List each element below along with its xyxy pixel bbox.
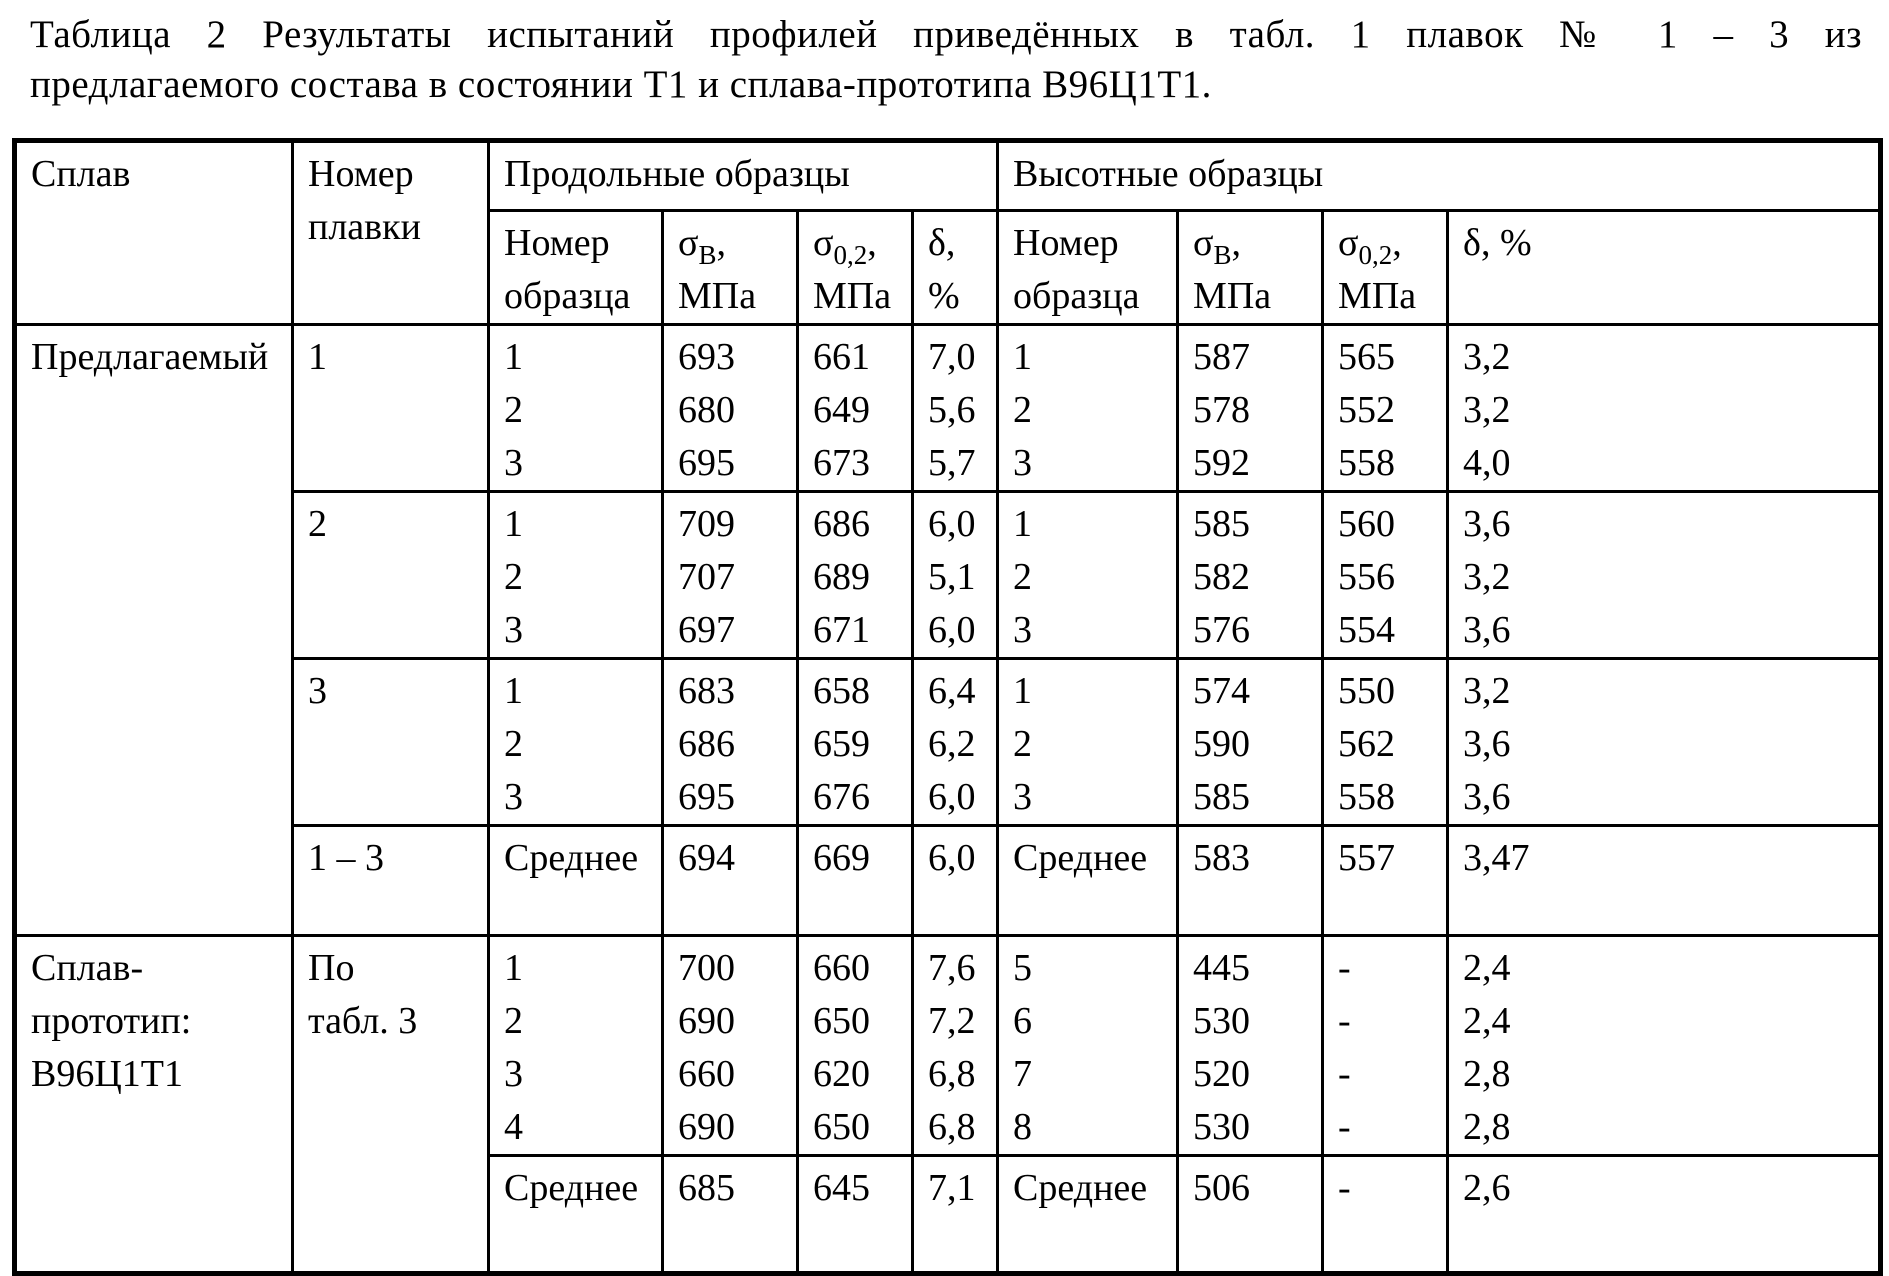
table-row-prototype: Сплав- прототип: В96Ц1Т1 По табл. 3 1 2 … bbox=[13, 934, 1883, 1275]
table-row-average-prototype: Среднее 685 645 7,1 Среднее 506 - 2,6 bbox=[15, 1154, 1883, 1275]
cell-height-average-label: Среднее bbox=[996, 1154, 1180, 1275]
cell-height-sigma-02: - bbox=[1321, 1154, 1450, 1275]
table-row-melt-2: 2 1 2 3 709 707 697 686 689 671 6,0 5,1 … bbox=[15, 490, 1883, 660]
cell-long-sigma-b: 709 707 697 bbox=[661, 490, 799, 660]
cell-height-samples: 1 2 3 bbox=[996, 657, 1180, 827]
cell-height-sigma-b: 583 bbox=[1176, 824, 1325, 937]
cell-height-sigma-b: 445 530 520 530 bbox=[1176, 934, 1325, 1157]
cell-long-average-label: Среднее bbox=[487, 1154, 664, 1275]
cell-height-sigma-b: 506 bbox=[1176, 1154, 1325, 1275]
cell-height-sigma-b: 585 582 576 bbox=[1176, 490, 1325, 660]
cell-height-delta: 2,6 bbox=[1446, 1154, 1883, 1275]
cell-long-delta: 7,1 bbox=[910, 1154, 1000, 1275]
cell-long-sigma-02: 645 bbox=[796, 1154, 914, 1275]
cell-long-sigma-02: 658 659 676 bbox=[796, 657, 914, 827]
cell-long-sigma-b: 683 686 695 bbox=[661, 657, 799, 827]
col-header-sigma-b-height: σВ, МПа bbox=[1176, 209, 1325, 326]
cell-long-samples: 1 2 3 bbox=[487, 657, 664, 827]
cell-long-delta: 6,0 bbox=[910, 824, 1000, 937]
cell-height-samples: 5 6 7 8 bbox=[996, 934, 1180, 1157]
col-header-melt-number: Номер плавки bbox=[291, 139, 490, 326]
cell-long-average-label: Среднее bbox=[487, 824, 664, 937]
col-header-sample-long: Номер образца bbox=[487, 209, 664, 326]
cell-long-sigma-b: 693 680 695 bbox=[661, 323, 799, 493]
cell-height-samples: 1 2 3 bbox=[996, 323, 1180, 493]
cell-melt-number: 2 bbox=[291, 490, 490, 660]
cell-height-sigma-02: 550 562 558 bbox=[1321, 657, 1450, 827]
cell-alloy-proposed: Предлагаемый bbox=[13, 323, 294, 937]
cell-height-sigma-02: - - - - bbox=[1321, 934, 1450, 1157]
cell-long-delta: 6,4 6,2 6,0 bbox=[910, 657, 1000, 827]
cell-height-average-label: Среднее bbox=[996, 824, 1180, 937]
cell-height-sigma-02: 557 bbox=[1321, 824, 1450, 937]
col-header-alloy: Сплав bbox=[13, 139, 294, 326]
cell-long-sigma-b: 685 bbox=[661, 1154, 799, 1275]
cell-height-sigma-b: 574 590 585 bbox=[1176, 657, 1325, 827]
cell-melt-number: 1 bbox=[291, 323, 490, 493]
cell-height-sigma-02: 560 556 554 bbox=[1321, 490, 1450, 660]
col-header-sigma-02-long: σ0,2, МПа bbox=[796, 209, 914, 326]
col-header-sample-height: Номер образца bbox=[996, 209, 1180, 326]
cell-height-sigma-b: 587 578 592 bbox=[1176, 323, 1325, 493]
cell-height-delta: 3,6 3,2 3,6 bbox=[1446, 490, 1883, 660]
cell-long-sigma-b: 694 bbox=[661, 824, 799, 937]
cell-long-sigma-02: 661 649 673 bbox=[796, 323, 914, 493]
cell-long-delta: 7,0 5,6 5,7 bbox=[910, 323, 1000, 493]
cell-long-delta: 7,6 7,2 6,8 6,8 bbox=[910, 934, 1000, 1157]
cell-melt-number: 3 bbox=[291, 657, 490, 827]
col-header-delta-long: δ, % bbox=[910, 209, 1000, 326]
table-row-melt-1: Предлагаемый 1 1 2 3 693 680 695 661 649… bbox=[13, 323, 1883, 937]
cell-long-samples: 1 2 3 4 bbox=[487, 934, 664, 1157]
header-row-sub: Номер образца σВ, МПа σ0,2, МПа δ, % Номер… bbox=[15, 209, 1883, 326]
header-row-groups: Сплав Номер плавки Продольные образцы Вы… bbox=[13, 139, 1883, 326]
table-row-melt-3: 3 1 2 3 683 686 695 658 659 676 6,4 6,2 … bbox=[15, 657, 1883, 827]
cell-melt-range: 1 – 3 bbox=[291, 824, 490, 937]
cell-height-delta: 2,4 2,4 2,8 2,8 bbox=[1446, 934, 1883, 1157]
page-title: Таблица 2 Результаты испытаний профилей … bbox=[30, 10, 1862, 110]
col-header-sigma-b-long: σВ, МПа bbox=[661, 209, 799, 326]
cell-height-sigma-02: 565 552 558 bbox=[1321, 323, 1450, 493]
cell-height-delta: 3,2 3,2 4,0 bbox=[1446, 323, 1883, 493]
group-header-height: Высотные образцы bbox=[996, 139, 1883, 212]
cell-long-sigma-02: 686 689 671 bbox=[796, 490, 914, 660]
cell-melt-reference: По табл. 3 bbox=[291, 934, 490, 1275]
col-header-delta-height: δ, % bbox=[1446, 209, 1883, 326]
col-header-sigma-02-height: σ0,2, МПа bbox=[1321, 209, 1450, 326]
group-header-longitudinal: Продольные образцы bbox=[486, 139, 1000, 212]
cell-alloy-prototype: Сплав- прототип: В96Ц1Т1 bbox=[13, 934, 294, 1275]
table-row-average-proposed: 1 – 3 Среднее 694 669 6,0 Среднее 583 55… bbox=[15, 824, 1883, 937]
cell-height-delta: 3,2 3,6 3,6 bbox=[1446, 657, 1883, 827]
cell-long-samples: 1 2 3 bbox=[487, 490, 664, 660]
cell-long-delta: 6,0 5,1 6,0 bbox=[910, 490, 1000, 660]
page-title-line1: Таблица 2 Результаты испытаний профилей … bbox=[30, 13, 1862, 56]
page-title-line2: предлагаемого состава в состоянии Т1 и с… bbox=[30, 63, 1212, 106]
cell-height-delta: 3,47 bbox=[1446, 824, 1883, 937]
cell-long-sigma-02: 660 650 620 650 bbox=[796, 934, 914, 1157]
cell-long-sigma-02: 669 bbox=[796, 824, 914, 937]
cell-height-samples: 1 2 3 bbox=[996, 490, 1180, 660]
cell-long-sigma-b: 700 690 660 690 bbox=[661, 934, 799, 1157]
results-table: Сплав Номер плавки Продольные образцы Вы… bbox=[12, 138, 1884, 1276]
cell-long-samples: 1 2 3 bbox=[487, 323, 664, 493]
